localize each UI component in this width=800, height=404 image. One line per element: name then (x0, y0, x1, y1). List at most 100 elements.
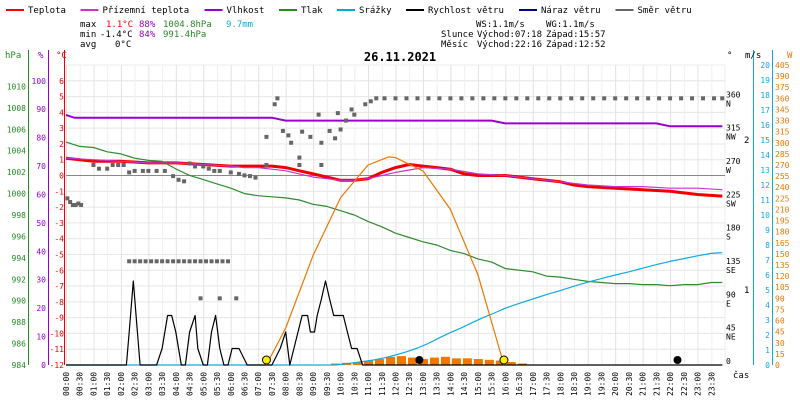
axis-dir-tick: 0 (726, 357, 731, 366)
axis-temp-tick: -12 (50, 361, 65, 370)
axis-x-tick: 12:00 (392, 372, 401, 396)
radiation-bar (375, 359, 385, 365)
axis-dir-name: S (726, 233, 731, 242)
axis-hpa-tick: 998 (12, 211, 27, 220)
axis-x-tick: 15:00 (474, 372, 483, 396)
axis-x-tick: 13:30 (433, 372, 442, 396)
wind-dir-point (275, 96, 280, 101)
axis-rad-tick: 405 (775, 61, 790, 70)
wind-dir-point (70, 203, 75, 207)
axis-temp-tick: -9 (54, 314, 64, 323)
radiation-bar (484, 359, 494, 365)
stat-min-hum: 84% (139, 30, 156, 40)
axis-rad-tick: 240 (775, 183, 790, 192)
series-line-3 (65, 141, 723, 287)
wind-dir-point (193, 259, 198, 264)
wind-dir-point (503, 96, 508, 101)
wind-dir-point (679, 96, 684, 101)
axis-dir-tick: 135 (726, 257, 741, 266)
wind-dir-point (297, 163, 302, 167)
axes-layer: hPa% °C ° m/s Wčas98498698899099299499699810… (5, 50, 793, 396)
wind-dir-point (187, 161, 192, 166)
wind-dir-point (132, 259, 137, 264)
wind-dir-point (182, 179, 187, 184)
axis-ms-tick: 0 (765, 361, 770, 370)
axis-temp-tick: 4 (59, 108, 64, 117)
radiation-bar (517, 363, 527, 365)
legend-label: Tlak (301, 6, 323, 16)
axis-x-tick: 16:30 (515, 372, 524, 396)
wind-dir-point (220, 259, 225, 264)
wind-dir-point (217, 168, 222, 173)
axis-rad-tick: 135 (775, 261, 790, 270)
wind-dir-point (198, 259, 203, 264)
series-layer (65, 113, 723, 366)
axis-rad-tick: 0 (775, 361, 780, 370)
axis-temp-tick: -7 (54, 282, 64, 291)
axis-ms-tick: 16 (760, 121, 770, 130)
wind-dir-point (253, 175, 258, 180)
wind-dir-point (226, 259, 231, 264)
wind-dir-point (558, 96, 563, 101)
axis-hpa-tick: 996 (12, 232, 27, 241)
moon-event-marker (415, 356, 424, 364)
sun-event-marker (261, 355, 271, 365)
stat-max-press: 1004.8hPa (163, 20, 212, 30)
wind-dir-point (580, 96, 585, 101)
axis-rad-tick: 210 (775, 205, 790, 214)
wind-dir-point (319, 163, 324, 167)
axis-temp-tick: -4 (54, 235, 64, 244)
axis-ms-tick: 9 (765, 226, 770, 235)
wind-dir-point (297, 155, 302, 160)
axis-hpa-tick: 1002 (7, 168, 26, 177)
axis-ms-tick: 17 (760, 106, 770, 115)
axis-ms-tick: 13 (760, 166, 770, 175)
wind-dir-point (171, 174, 176, 179)
axis-dir-name: W (726, 166, 731, 175)
wind-dir-point (492, 96, 497, 101)
legend: Teplota Přízemní teplota Vlhkost Tlak Srážky… (6, 6, 692, 16)
series-line-1 (65, 157, 723, 191)
axis-ms-tick: 14 (760, 151, 770, 160)
wind-dir-point (720, 96, 725, 101)
axis-temp-tick: -5 (54, 250, 64, 259)
axis-x-tick: 07:00 (254, 372, 263, 396)
wind-dir-point (344, 118, 349, 123)
axis-x-tick: 10:00 (337, 372, 346, 396)
wind-dir-point (204, 259, 209, 264)
axis-rad-tick: 360 (775, 94, 790, 103)
wind-dir-point (242, 173, 247, 178)
wind-dir-point (176, 259, 181, 264)
wind-dir-point (96, 166, 101, 171)
axis-ms-tick: 10 (760, 211, 770, 220)
axis-rad-tick: 225 (775, 194, 790, 203)
wind-dir-point (116, 163, 121, 167)
wind-dir-point (591, 96, 596, 101)
axis-x-tick: 06:00 (227, 372, 236, 396)
axis-pct-tick: 100 (32, 77, 47, 86)
axis-x-tick: 10:30 (350, 372, 359, 396)
wind-dir-point (536, 96, 541, 101)
axis-rad-tick: 285 (775, 150, 790, 159)
legend-label: Srážky (359, 6, 392, 16)
axis-dir-tick: 45 (726, 324, 736, 333)
axis-x-tick: 08:30 (295, 372, 304, 396)
radiation-bar (473, 359, 483, 365)
axis-x-tick: 20:30 (625, 372, 634, 396)
radiation-bar (440, 356, 450, 365)
axis-ms-tick: 18 (760, 91, 770, 100)
axis-pct-tick: 90 (36, 105, 46, 114)
axis-dir-name: E (726, 299, 731, 308)
wind-dir-point (657, 96, 662, 101)
info-moon-set: Západ:12:52 (546, 40, 606, 50)
radiation-bar (462, 358, 472, 365)
wind-dir-point (514, 96, 519, 101)
axis-dir-name: SE (726, 266, 736, 275)
axis-x-tick: 17:00 (529, 372, 538, 396)
axis-ms-tick: 12 (760, 181, 770, 190)
axis-ms-tick: 3 (765, 316, 770, 325)
axis-temp-unit: °C (56, 51, 67, 61)
wind-dir-point (234, 296, 239, 301)
wind-dir-point (404, 96, 409, 101)
axis-temp-tick: -6 (54, 266, 64, 275)
